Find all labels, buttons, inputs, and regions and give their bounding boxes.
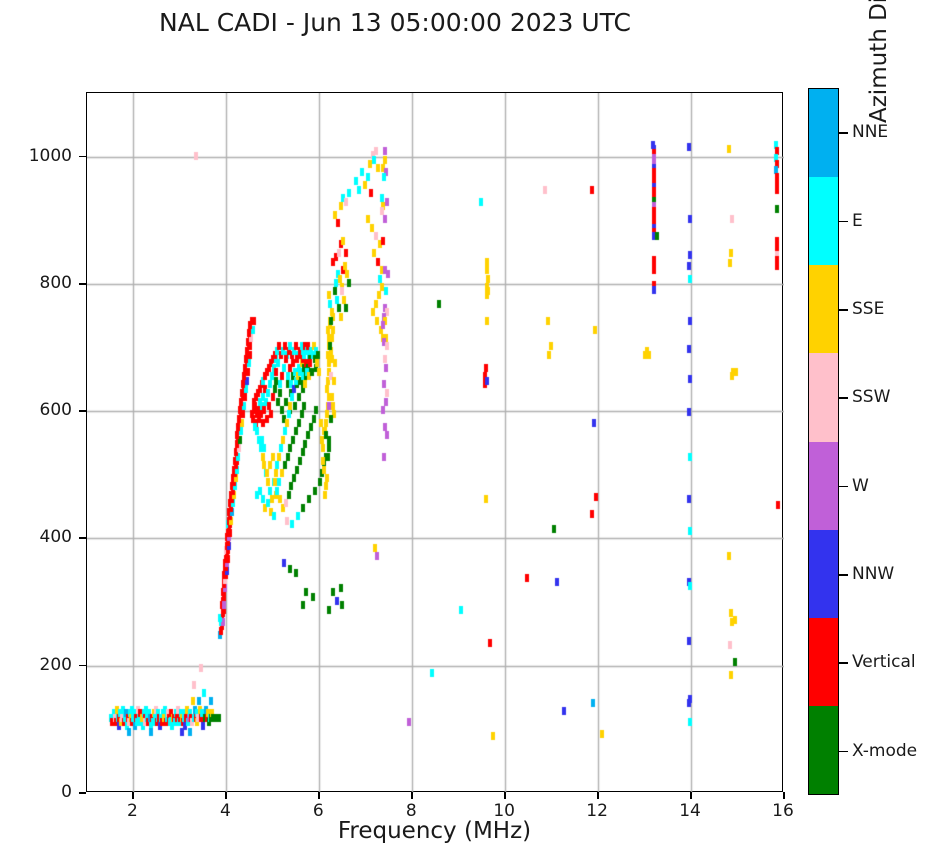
x-tick-mark — [597, 792, 599, 799]
x-tick-mark — [411, 792, 413, 799]
y-tick-label: 0 — [61, 782, 72, 802]
colorbar-segment-sse — [809, 265, 838, 354]
x-tick-mark — [504, 792, 506, 799]
y-tick-label: 200 — [39, 654, 72, 675]
colorbar-label-ssw: SSW — [852, 387, 891, 408]
x-tick-label: 4 — [219, 801, 231, 821]
colorbar-segment-nne — [809, 89, 838, 178]
colorbar-label-x-mode: X-mode — [852, 740, 918, 761]
y-tick-mark — [79, 792, 86, 794]
x-axis-label: Frequency (MHz) — [337, 818, 532, 844]
colorbar-segment-e — [809, 177, 838, 266]
colorbar-tick — [839, 750, 848, 753]
colorbar-tick — [839, 662, 848, 665]
x-tick-mark — [225, 792, 227, 799]
x-tick-label: 6 — [312, 801, 324, 821]
colorbar-tick — [839, 220, 848, 223]
y-tick-label: 800 — [39, 272, 72, 293]
colorbar-segment-w — [809, 441, 838, 530]
page-title: NAL CADI - Jun 13 05:00:00 2023 UTC — [159, 8, 631, 37]
colorbar-tick — [839, 485, 848, 488]
colorbar-segment-vertical — [809, 617, 838, 706]
x-tick-mark — [318, 792, 320, 799]
x-tick-label: 16 — [772, 801, 794, 821]
colorbar-label-vertical: Vertical — [852, 652, 916, 673]
colorbar-title: Azimuth Direction — [866, 0, 892, 123]
x-tick-mark — [783, 792, 785, 799]
y-tick-mark — [79, 282, 86, 285]
x-tick-label: 10 — [493, 801, 516, 821]
x-tick-mark — [690, 792, 692, 799]
y-tick-mark — [79, 410, 86, 412]
x-tick-label: 14 — [679, 801, 701, 821]
y-tick-mark — [79, 664, 86, 667]
colorbar-label-nnw: NNW — [852, 564, 895, 585]
colorbar-tick — [839, 397, 848, 399]
colorbar-segment-x-mode — [809, 705, 838, 794]
y-tick-label: 400 — [39, 527, 72, 548]
colorbar-tick — [839, 574, 848, 576]
x-tick-mark — [132, 792, 135, 799]
colorbar-label-e: E — [852, 210, 863, 231]
colorbar-segment-nnw — [809, 529, 838, 618]
colorbar-tick — [839, 132, 848, 134]
x-tick-label: 12 — [586, 801, 608, 821]
colorbar-tick — [839, 308, 848, 311]
colorbar-segment-ssw — [809, 353, 838, 442]
x-tick-label: 2 — [127, 801, 138, 821]
colorbar-label-sse: SSE — [852, 298, 885, 319]
x-tick-label: 8 — [405, 801, 417, 821]
azimuth-colorbar — [808, 88, 839, 795]
y-tick-mark — [79, 155, 86, 158]
colorbar-label-nne: NNE — [852, 122, 889, 143]
ionogram-plot-area — [86, 92, 784, 793]
colorbar-label-w: W — [852, 475, 869, 496]
y-tick-mark — [79, 537, 86, 540]
y-tick-label: 1000 — [28, 145, 72, 166]
y-tick-label: 600 — [39, 400, 72, 421]
scatter-canvas — [87, 93, 784, 793]
